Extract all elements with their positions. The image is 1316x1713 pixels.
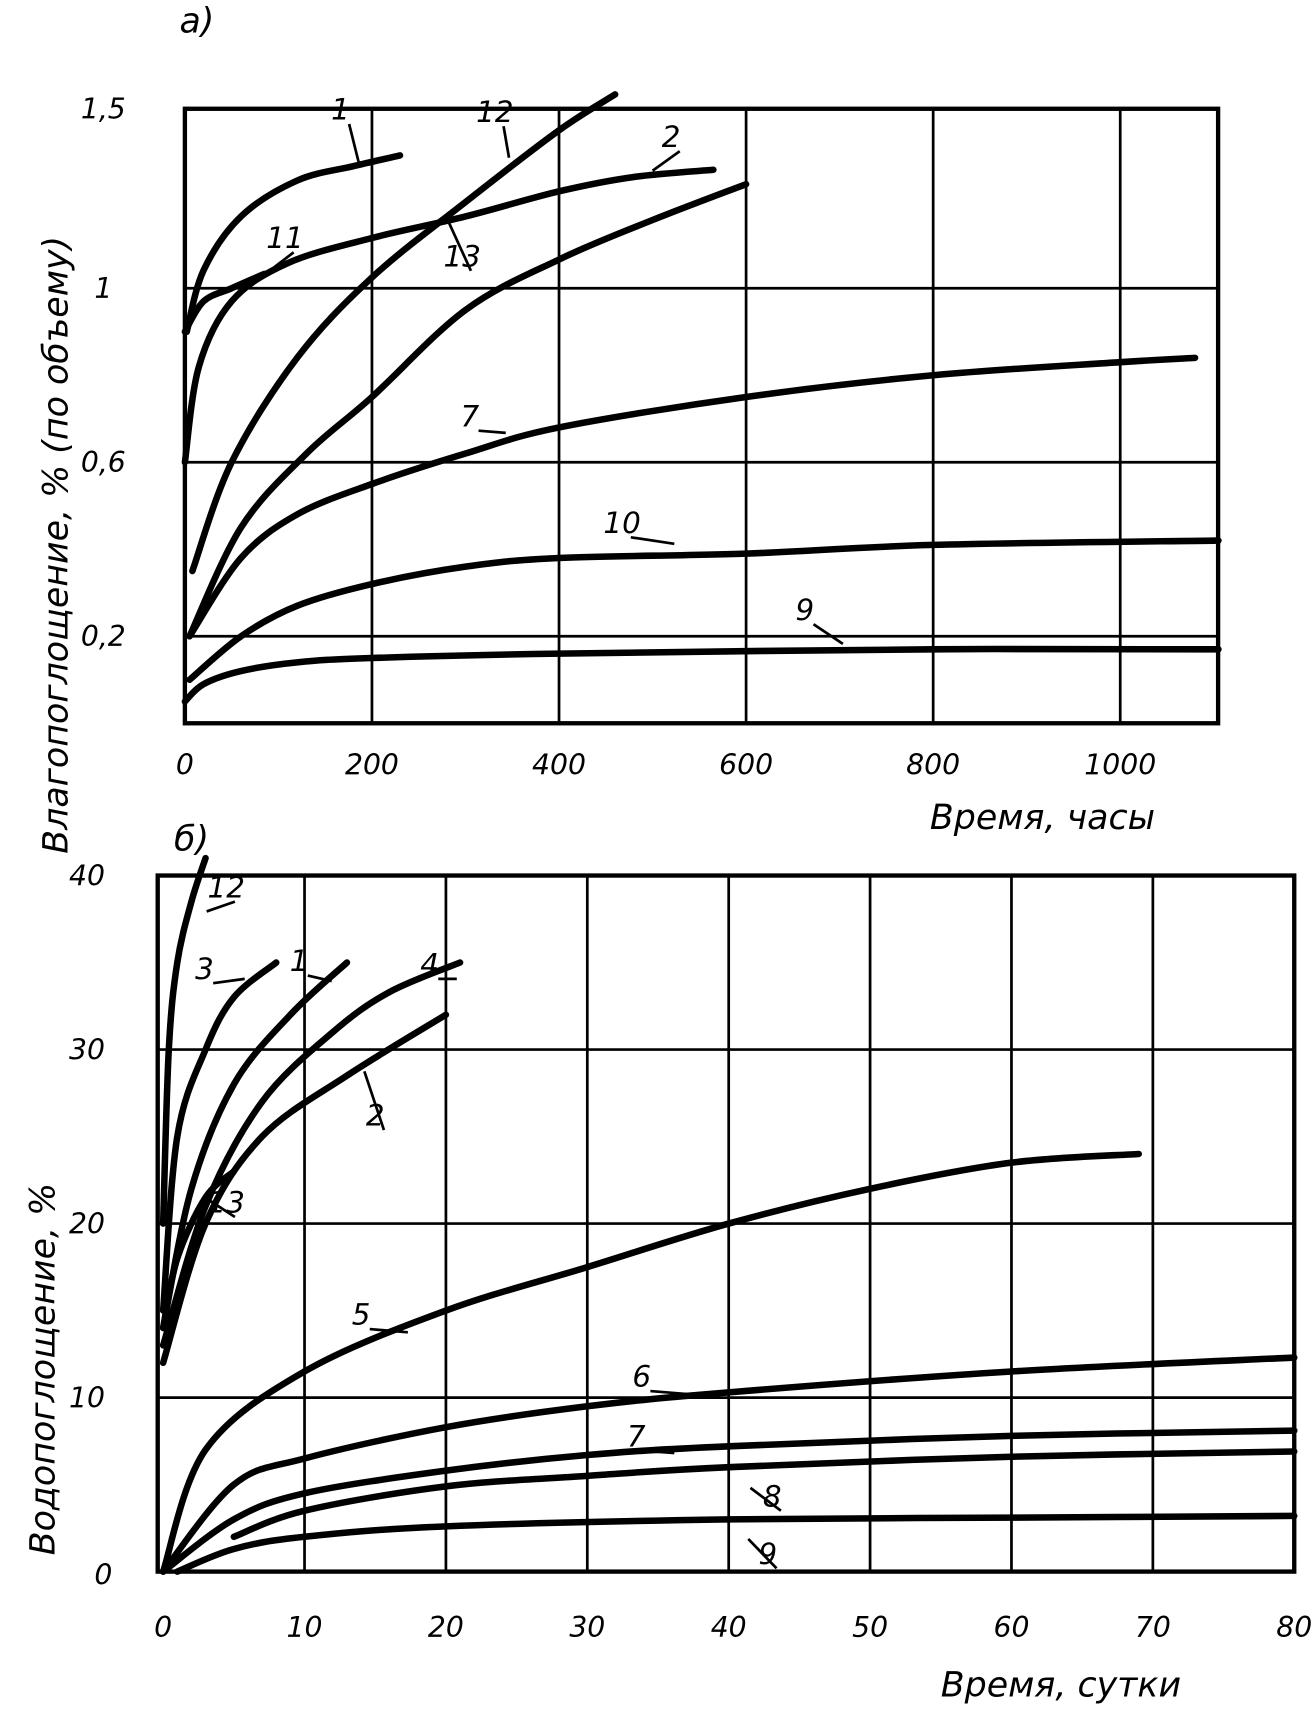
y-tick-label: 20 bbox=[69, 1207, 105, 1240]
curve-label-12: 12 bbox=[476, 95, 513, 129]
curve-6 bbox=[159, 1354, 1298, 1575]
x-tick-label: 50 bbox=[852, 1611, 888, 1644]
curve-2 bbox=[159, 1011, 450, 1367]
x-tick-label: 800 bbox=[906, 748, 960, 781]
y-tick-label: 0,6 bbox=[81, 446, 126, 479]
curve-label-7: 7 bbox=[627, 1420, 646, 1454]
x-tick-label: 80 bbox=[1276, 1611, 1312, 1644]
y-axis-title-a: Влагопоглощение, % (по объему) bbox=[36, 236, 76, 854]
curve-label-3: 3 bbox=[195, 952, 214, 986]
x-tick-label: 70 bbox=[1135, 1611, 1171, 1644]
curve-label-5: 5 bbox=[352, 1298, 371, 1332]
leader-line-12 bbox=[502, 125, 511, 158]
x-tick-label: 0 bbox=[176, 748, 194, 781]
curve-12 bbox=[159, 854, 209, 1227]
curve-9 bbox=[181, 645, 1222, 705]
leader-line-9 bbox=[812, 623, 844, 646]
x-tick-label: 1000 bbox=[1084, 748, 1156, 781]
curve-label-2: 2 bbox=[366, 1099, 385, 1133]
curve-label-4: 4 bbox=[420, 948, 439, 982]
curve-2 bbox=[181, 166, 717, 466]
curve-7 bbox=[159, 1427, 1298, 1575]
leader-line-3 bbox=[212, 977, 245, 985]
curve-label-2: 2 bbox=[662, 120, 681, 154]
curve-3 bbox=[159, 959, 280, 1314]
x-tick-label: 40 bbox=[711, 1611, 747, 1644]
curve-7 bbox=[186, 354, 1199, 640]
leader-line-12 bbox=[206, 900, 236, 913]
leader-line-2 bbox=[363, 1070, 386, 1131]
leader-line-7 bbox=[644, 1449, 675, 1455]
curve-label-13: 13 bbox=[444, 239, 481, 273]
y-tick-label: 30 bbox=[69, 1033, 105, 1066]
curve-label-6: 6 bbox=[632, 1360, 651, 1394]
leader-line-6 bbox=[650, 1389, 691, 1396]
curve-label-7: 7 bbox=[461, 399, 480, 433]
y-tick-label: 10 bbox=[69, 1381, 105, 1414]
x-tick-label: 200 bbox=[345, 748, 399, 781]
curve-5 bbox=[159, 1150, 1142, 1575]
y-tick-label: 0 bbox=[94, 1559, 112, 1592]
x-tick-label: 400 bbox=[532, 748, 586, 781]
curve-1 bbox=[183, 152, 404, 335]
x-tick-label: 10 bbox=[287, 1611, 323, 1644]
leader-line-10 bbox=[630, 535, 675, 546]
leader-line-13 bbox=[446, 220, 473, 272]
y-tick-label: 1,5 bbox=[81, 93, 126, 126]
curve-13 bbox=[186, 180, 750, 640]
curve-12 bbox=[189, 91, 619, 575]
leader-line-9 bbox=[747, 1538, 778, 1570]
x-tick-label: 30 bbox=[569, 1611, 605, 1644]
plot-frame bbox=[155, 873, 1297, 1574]
curve-4 bbox=[159, 959, 464, 1349]
y-tick-label: 0,2 bbox=[81, 620, 126, 653]
leader-line-5 bbox=[369, 1327, 408, 1334]
y-tick-label: 1 bbox=[94, 272, 112, 305]
curve-label-11: 11 bbox=[266, 221, 303, 255]
leader-line-1 bbox=[347, 123, 361, 164]
leader-line-2 bbox=[651, 150, 681, 172]
curve-label-12: 12 bbox=[208, 870, 245, 904]
panel-label-b: б) bbox=[174, 820, 209, 860]
curve-label-1: 1 bbox=[290, 944, 309, 978]
x-tick-label: 20 bbox=[428, 1611, 464, 1644]
leader-line-1 bbox=[307, 974, 333, 983]
curve-11 bbox=[181, 270, 268, 335]
curve-label-9: 9 bbox=[795, 593, 814, 627]
x-tick-label: 0 bbox=[154, 1611, 172, 1644]
curve-8 bbox=[230, 1448, 1298, 1541]
x-axis-title-a: Время, часы bbox=[930, 798, 1155, 838]
leader-line-7 bbox=[478, 429, 506, 435]
x-tick-label: 600 bbox=[719, 748, 773, 781]
panel-label-a: а) bbox=[179, 2, 214, 42]
curve-10 bbox=[186, 537, 1222, 684]
leader-line-13 bbox=[205, 1197, 236, 1219]
curve-label-10: 10 bbox=[603, 506, 640, 540]
curve-9 bbox=[174, 1512, 1298, 1575]
y-axis-title-b: Водопоглощение, % bbox=[23, 1183, 63, 1556]
curve-label-8: 8 bbox=[763, 1479, 782, 1513]
plot-frame bbox=[182, 106, 1221, 726]
x-tick-label: 60 bbox=[993, 1611, 1029, 1644]
curve-13 bbox=[159, 1168, 238, 1332]
leader-line-8 bbox=[749, 1486, 782, 1512]
curve-label-1: 1 bbox=[331, 93, 350, 127]
x-axis-title-b: Время, сутки bbox=[941, 1666, 1181, 1706]
y-tick-label: 40 bbox=[69, 859, 105, 892]
